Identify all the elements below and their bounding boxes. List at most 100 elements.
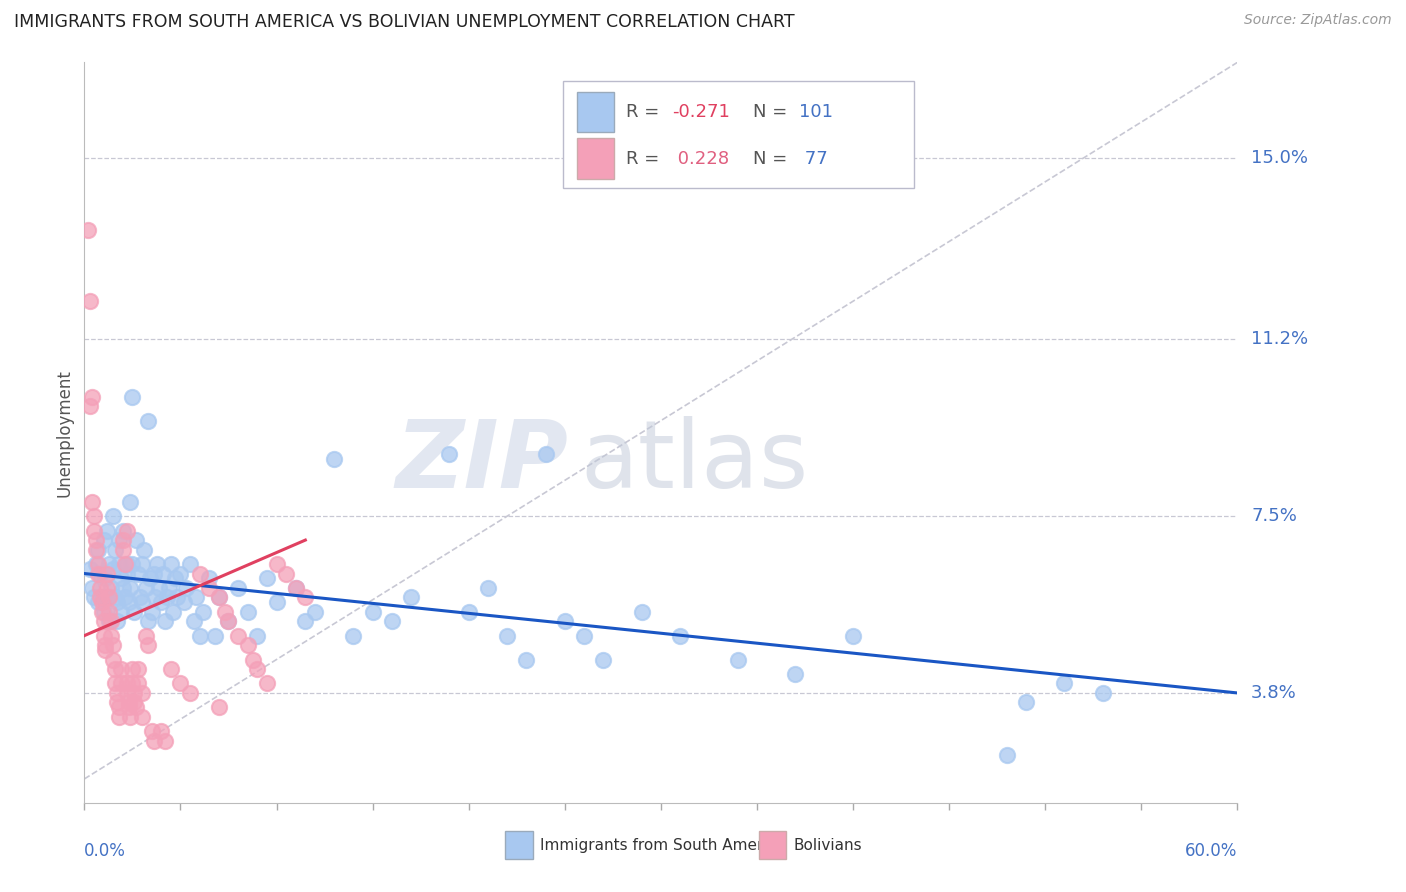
Point xyxy=(246,629,269,643)
Point xyxy=(96,566,118,581)
Point xyxy=(515,652,537,666)
Point xyxy=(121,557,143,571)
Point xyxy=(169,566,191,581)
Point xyxy=(294,615,316,629)
Point xyxy=(114,591,136,605)
Point xyxy=(121,390,143,404)
Point xyxy=(131,595,153,609)
Point xyxy=(146,557,169,571)
Point xyxy=(93,615,115,629)
Point xyxy=(115,557,138,571)
Point xyxy=(110,676,132,690)
Point xyxy=(100,629,122,643)
Point xyxy=(1015,696,1038,710)
Point xyxy=(125,533,148,547)
Point xyxy=(785,666,807,681)
Point xyxy=(284,581,307,595)
Point xyxy=(80,390,103,404)
Point xyxy=(157,581,180,595)
Point xyxy=(117,700,139,714)
Point xyxy=(304,605,326,619)
Point xyxy=(105,696,128,710)
Point xyxy=(381,615,404,629)
Text: IMMIGRANTS FROM SOUTH AMERICA VS BOLIVIAN UNEMPLOYMENT CORRELATION CHART: IMMIGRANTS FROM SOUTH AMERICA VS BOLIVIA… xyxy=(14,13,794,31)
Text: 15.0%: 15.0% xyxy=(1251,149,1308,167)
Point xyxy=(121,662,143,676)
Point xyxy=(124,605,146,619)
Point xyxy=(136,638,159,652)
Text: Bolivians: Bolivians xyxy=(793,838,862,853)
Point xyxy=(104,542,127,557)
Point xyxy=(152,566,174,581)
Text: 77: 77 xyxy=(799,150,828,168)
Point xyxy=(90,595,112,609)
Point xyxy=(323,451,346,466)
Point xyxy=(105,686,128,700)
Point xyxy=(127,676,149,690)
Point xyxy=(83,524,105,538)
Point xyxy=(141,724,163,739)
Point xyxy=(89,566,111,581)
Point xyxy=(111,581,134,595)
Point xyxy=(98,557,121,571)
Text: Source: ZipAtlas.com: Source: ZipAtlas.com xyxy=(1244,13,1392,28)
Point xyxy=(83,591,105,605)
Point xyxy=(80,581,103,595)
Point xyxy=(188,629,211,643)
Text: atlas: atlas xyxy=(581,417,808,508)
Point xyxy=(124,686,146,700)
Point xyxy=(1053,676,1076,690)
Point xyxy=(142,733,165,747)
Point xyxy=(98,605,121,619)
Point xyxy=(115,566,138,581)
Point xyxy=(166,591,188,605)
Point xyxy=(294,591,316,605)
Point xyxy=(534,447,557,461)
Point xyxy=(399,591,422,605)
Point xyxy=(141,605,163,619)
Bar xyxy=(759,831,786,859)
Point xyxy=(148,581,170,595)
Point xyxy=(103,652,124,666)
Point xyxy=(89,591,111,605)
Point xyxy=(179,686,201,700)
Point xyxy=(214,605,236,619)
Point xyxy=(105,615,128,629)
Point xyxy=(174,581,197,595)
Point xyxy=(90,605,112,619)
Text: 0.228: 0.228 xyxy=(672,150,730,168)
Point xyxy=(103,509,124,524)
Point xyxy=(94,571,117,585)
Point xyxy=(98,591,121,605)
Point xyxy=(103,562,124,576)
Point xyxy=(135,629,157,643)
Point xyxy=(121,676,143,690)
Point xyxy=(256,676,278,690)
Point xyxy=(184,591,207,605)
Point xyxy=(103,638,124,652)
Text: 0.0%: 0.0% xyxy=(84,842,127,860)
Point xyxy=(111,542,134,557)
Point xyxy=(96,591,118,605)
Point xyxy=(457,605,479,619)
Point xyxy=(179,557,201,571)
Point xyxy=(108,533,131,547)
Point xyxy=(266,595,288,609)
Point xyxy=(342,629,364,643)
Point xyxy=(125,700,148,714)
Point xyxy=(80,495,103,509)
Point xyxy=(136,615,159,629)
Point xyxy=(84,542,107,557)
Point xyxy=(131,710,153,724)
Point xyxy=(131,686,153,700)
Point xyxy=(198,581,221,595)
Point xyxy=(110,571,132,585)
Point xyxy=(120,710,142,724)
Point xyxy=(842,629,865,643)
Point xyxy=(127,566,149,581)
Point xyxy=(496,629,519,643)
Point xyxy=(236,638,259,652)
Point xyxy=(108,710,131,724)
Point xyxy=(218,615,240,629)
Point xyxy=(173,595,195,609)
